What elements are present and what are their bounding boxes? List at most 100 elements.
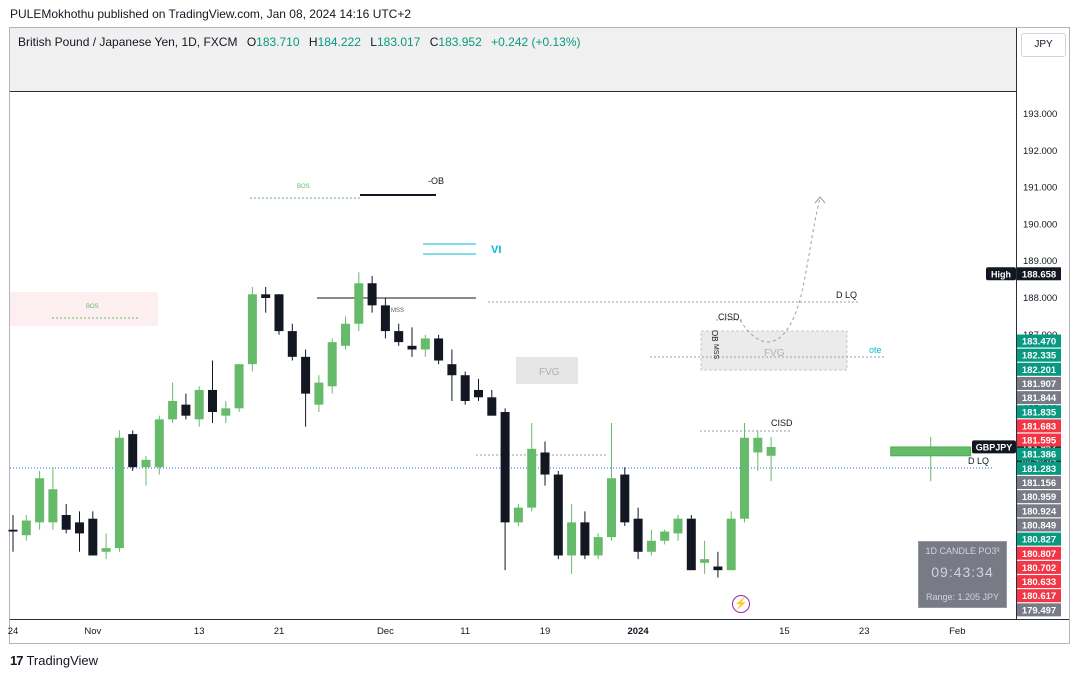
low-value: 183.017 — [376, 35, 421, 49]
candle-body — [766, 446, 776, 456]
candle-body — [221, 408, 231, 416]
annotation-d-lq-lower: D LQ — [968, 456, 989, 466]
price-label-gray: 180.959 — [1017, 490, 1061, 504]
open-label: O — [246, 35, 257, 49]
candle — [287, 323, 297, 361]
candle-body — [407, 345, 417, 350]
price-label-red: 181.595 — [1017, 433, 1061, 447]
candle — [633, 507, 643, 560]
price-label-green: 182.335 — [1017, 348, 1061, 362]
price-label-bg — [1017, 348, 1061, 362]
candle-body — [500, 412, 510, 523]
candle — [620, 467, 630, 527]
candle — [8, 515, 18, 552]
candle — [713, 551, 723, 578]
currency-button[interactable]: JPY — [1021, 33, 1066, 57]
candle-body — [341, 323, 350, 346]
price-label-text: 180.617 — [1022, 591, 1056, 602]
candle — [380, 297, 390, 339]
candle — [314, 375, 324, 413]
candle — [593, 533, 603, 560]
close-value: 183.952 — [438, 35, 482, 49]
candle — [434, 334, 444, 365]
price-label-bg — [1017, 461, 1061, 475]
candle — [35, 470, 45, 530]
annotation-ob: -OB — [428, 176, 444, 186]
candle-body — [447, 364, 457, 376]
header-band — [10, 28, 1016, 92]
candle — [48, 467, 58, 530]
info-box-title: 1D CANDLE PO3³ — [925, 546, 1000, 556]
price-label-bg — [1017, 391, 1061, 405]
annotation-cisd-lower: CISD — [771, 418, 793, 428]
candle — [394, 323, 404, 346]
price-label-bg — [1017, 433, 1061, 447]
projection-arrowhead — [814, 196, 826, 204]
candle — [128, 430, 138, 471]
candle — [646, 529, 656, 556]
info-box-range: Range: 1.205 JPY — [925, 592, 1000, 602]
candle-body — [434, 338, 444, 361]
candle — [686, 515, 696, 571]
candle-body — [114, 437, 124, 549]
candle — [168, 382, 178, 424]
high-value: 184.222 — [317, 35, 361, 49]
candle-body — [168, 400, 178, 420]
price-label-gray: 181.907 — [1017, 376, 1061, 390]
price-tag-bg — [972, 440, 1016, 454]
price-label-bg — [1017, 405, 1061, 419]
candle-body — [287, 331, 297, 357]
footer-brand[interactable]: 17 TradingView — [10, 653, 98, 668]
price-label-text: 181.844 — [1022, 393, 1057, 404]
candle-body — [354, 283, 364, 324]
price-label-bg — [1017, 546, 1061, 560]
info-box-timer: 09:43:34 — [931, 564, 994, 580]
price-label-text: 180.924 — [1022, 506, 1057, 517]
price-label-text: 183.470 — [1022, 337, 1056, 348]
candle-body — [101, 548, 111, 552]
candle — [194, 386, 204, 427]
premium-zone — [10, 292, 158, 326]
candle-body — [194, 389, 204, 420]
candle-body — [460, 375, 470, 401]
annotation-d-lq-upper: D LQ — [836, 290, 857, 300]
x-tick-label: 21 — [274, 626, 285, 637]
x-tick-label: 11 — [460, 626, 470, 637]
candle — [447, 349, 457, 401]
candle — [234, 364, 244, 413]
price-label-red: 180.633 — [1017, 575, 1061, 589]
annotation-mss-left: MSS — [391, 308, 404, 314]
price-label-bg — [1017, 334, 1061, 348]
price-label-text: 188.658 — [1022, 269, 1056, 280]
y-tick-label: 188.000 — [1023, 293, 1057, 304]
candle-body — [380, 305, 390, 332]
annotation-ob-vertical: OB — [710, 330, 719, 342]
annotation-vi: VI — [491, 244, 501, 256]
publisher-line: PULEMokhothu published on TradingView.co… — [10, 7, 412, 21]
candle-body — [686, 518, 696, 571]
price-label-red: 180.702 — [1017, 560, 1061, 574]
price-label-gray: 180.849 — [1017, 518, 1061, 532]
candle-body — [713, 566, 723, 571]
price-tag-bg — [986, 267, 1016, 281]
price-label-bg — [1017, 447, 1061, 461]
candle-body — [208, 389, 217, 413]
time-axis-border — [10, 619, 1069, 620]
fvg-zone-left — [516, 357, 578, 384]
price-label-text: 180.827 — [1022, 535, 1056, 546]
candle-body — [261, 294, 271, 298]
price-label-bg — [1017, 532, 1061, 546]
candle — [740, 423, 749, 523]
candle — [154, 415, 164, 475]
candle — [367, 275, 377, 313]
lightning-icon[interactable]: ⚡ — [732, 595, 750, 613]
candle — [181, 393, 191, 420]
annotation-fvg-left: FVG — [539, 367, 560, 378]
price-label-gray: 181.156 — [1017, 476, 1061, 489]
x-tick-label: 19 — [540, 626, 551, 637]
candle — [766, 437, 776, 482]
candle — [407, 327, 417, 357]
candle-body — [181, 404, 191, 416]
annotation-ote: ote — [869, 345, 882, 355]
